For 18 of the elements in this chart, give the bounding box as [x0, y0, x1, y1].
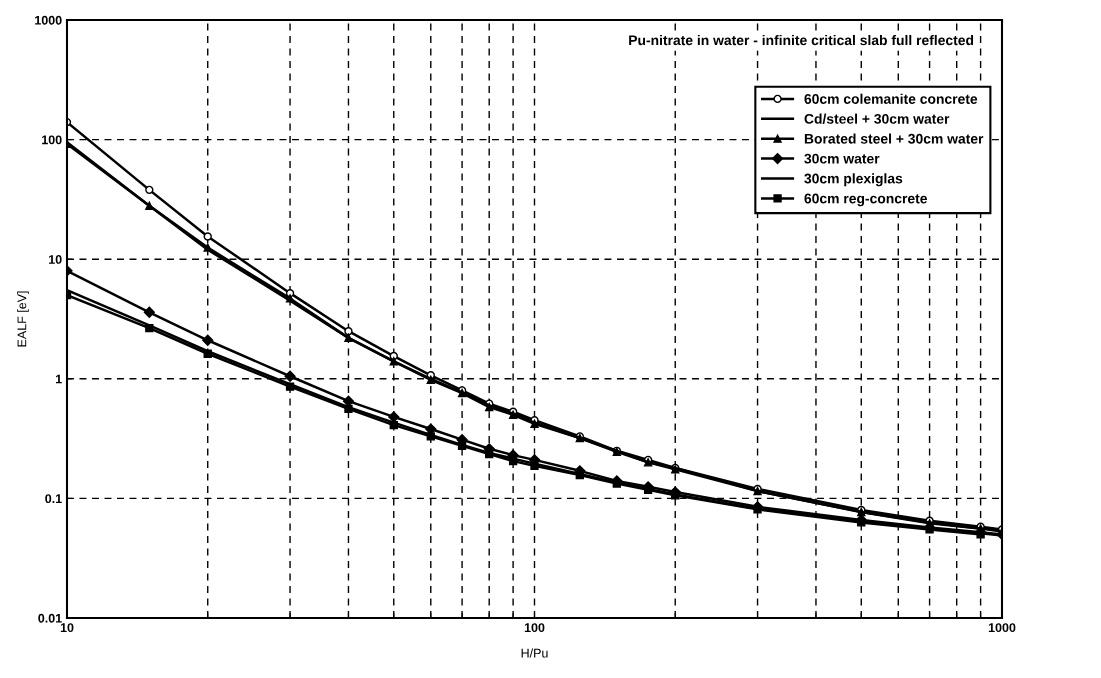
legend-label: Borated steel + 30cm water — [804, 133, 984, 144]
legend-label: 30cm plexiglas — [804, 173, 903, 187]
y-axis-title: EALF [eV] — [17, 291, 29, 347]
legend-label: 30cm water — [804, 153, 880, 164]
y-tick-label: 10 — [49, 255, 62, 264]
legend-label: Cd/steel + 30cm water — [804, 113, 950, 124]
y-tick-label: 1 — [55, 374, 62, 384]
annotation: Pu-nitrate in water - infinite critical slab full reflected — [629, 34, 974, 46]
x-tick-label: 10 — [60, 623, 74, 633]
y-tick-label: 0.01 — [38, 613, 62, 623]
y-tick-label: 1000 — [35, 15, 62, 25]
y-tick-label: 0.1 — [45, 494, 62, 504]
x-tick-label: 1000 — [988, 623, 1016, 633]
x-tick-label: 100 — [524, 623, 545, 633]
legend-label: 60cm colemanite concrete — [804, 93, 978, 104]
legend-label: 60cm reg-concrete — [804, 193, 927, 207]
x-axis-title: H/Pu — [521, 648, 548, 658]
y-tick-label: 100 — [42, 135, 62, 145]
